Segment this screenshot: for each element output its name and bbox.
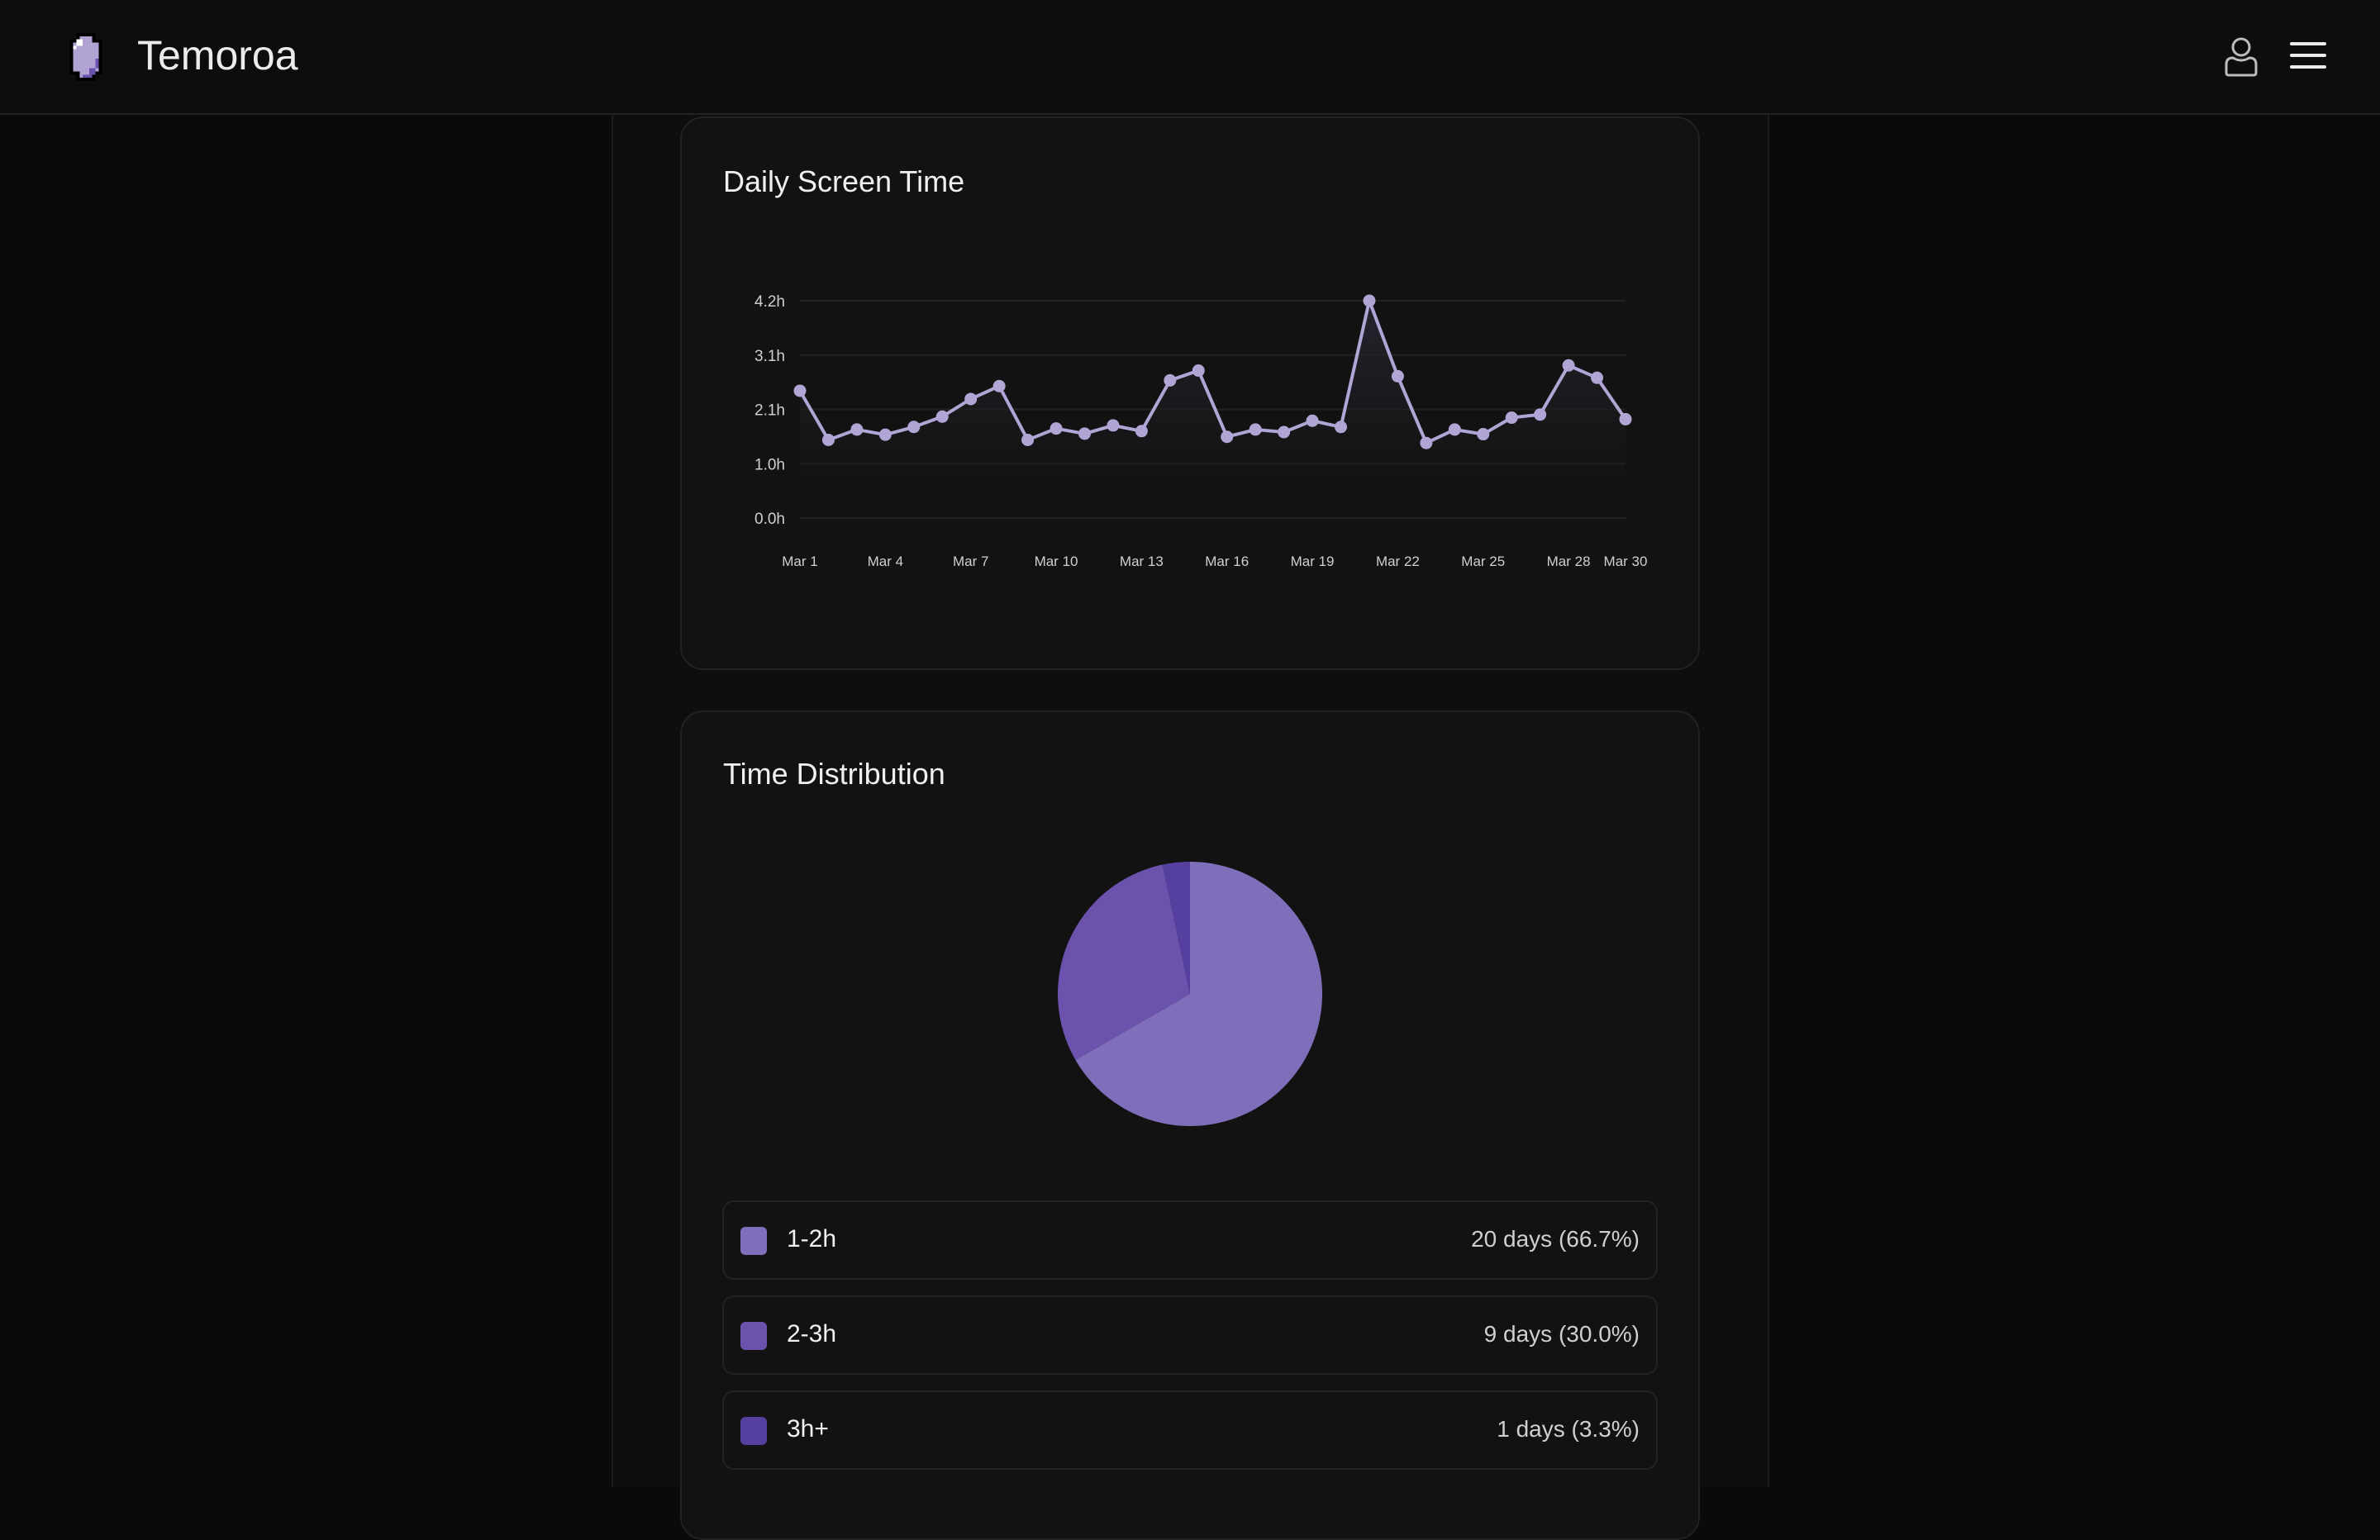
y-tick-label: 3.1h	[754, 348, 785, 365]
pie-slice	[1075, 862, 1322, 1126]
y-tick-label: 0.0h	[754, 511, 785, 528]
card-title: Daily Screen Time	[723, 164, 965, 198]
data-point	[1221, 430, 1234, 444]
data-point	[1363, 294, 1376, 307]
legend-value: 9 days (30.0%)	[1483, 1321, 1640, 1347]
hamburger-menu-icon[interactable]	[2289, 41, 2327, 71]
data-point	[878, 428, 892, 441]
x-tick-label: Mar 16	[1205, 554, 1249, 569]
data-point	[1278, 425, 1291, 439]
data-point	[850, 423, 864, 436]
data-point	[1420, 436, 1433, 449]
pie-slice	[1058, 864, 1190, 1060]
data-point	[1534, 408, 1547, 421]
data-point	[992, 379, 1006, 392]
x-tick-label: Mar 28	[1547, 554, 1591, 569]
y-tick-label: 2.1h	[754, 402, 785, 420]
legend-swatch	[740, 1322, 767, 1350]
y-tick-label: 1.0h	[754, 456, 785, 473]
x-tick-label: Mar 13	[1120, 554, 1164, 569]
legend-swatch	[740, 1227, 767, 1255]
x-tick-label: Mar 19	[1291, 554, 1335, 569]
data-point	[1619, 412, 1632, 425]
x-tick-label: Mar 22	[1376, 554, 1420, 569]
legend-label: 1-2h	[787, 1225, 837, 1252]
x-tick-label: Mar 30	[1604, 554, 1648, 569]
data-point	[907, 421, 921, 434]
data-point	[935, 410, 949, 423]
x-tick-label: Mar 4	[868, 554, 903, 569]
legend-value: 1 days (3.3%)	[1497, 1416, 1640, 1442]
legend-value: 20 days (66.7%)	[1471, 1226, 1640, 1252]
data-point	[1021, 433, 1035, 446]
user-icon[interactable]	[2223, 36, 2259, 78]
x-tick-label: Mar 7	[953, 554, 988, 569]
data-point	[1335, 421, 1348, 434]
y-tick-label: 4.2h	[754, 293, 785, 311]
data-point	[1078, 427, 1091, 440]
legend-label: 2-3h	[787, 1320, 837, 1348]
time-distribution-pie	[1058, 862, 1322, 1126]
data-point	[1391, 369, 1404, 383]
data-point	[1107, 419, 1120, 432]
top-header: Temoroa	[0, 0, 2380, 115]
data-point	[1192, 364, 1205, 378]
data-point	[1477, 428, 1490, 441]
data-point	[1505, 411, 1518, 425]
data-point	[1050, 422, 1063, 435]
daily-screen-time-chart: 0.0h 1.0h 2.1h 3.1h 4.2h Mar 1 Mar 4 Mar 7 Mar 1…	[754, 293, 1648, 569]
legend-swatch	[740, 1417, 767, 1445]
data-point	[1448, 423, 1461, 436]
data-point	[1249, 423, 1262, 436]
legend-item-1-2h[interactable]: 1-2h 20 days (66.7%)	[722, 1200, 1658, 1280]
data-point	[964, 392, 978, 406]
x-tick-label: Mar 1	[782, 554, 817, 569]
brand-name[interactable]: Temoroa	[137, 32, 298, 78]
area-fill	[800, 301, 1626, 518]
legend-label: 3h+	[787, 1415, 829, 1443]
data-point	[1135, 425, 1148, 438]
logo-gem-icon	[69, 33, 102, 81]
card-title: Time Distribution	[723, 757, 945, 791]
data-point	[821, 433, 835, 446]
x-tick-label: Mar 25	[1461, 554, 1505, 569]
legend-item-3h-plus[interactable]: 3h+ 1 days (3.3%)	[722, 1390, 1658, 1470]
data-point	[1164, 373, 1177, 387]
data-point	[1306, 414, 1319, 427]
legend-item-2-3h[interactable]: 2-3h 9 days (30.0%)	[722, 1295, 1658, 1375]
pie-slice	[1162, 862, 1190, 994]
data-point	[1591, 371, 1604, 384]
data-point	[793, 384, 807, 397]
x-tick-label: Mar 10	[1035, 554, 1078, 569]
data-point	[1562, 359, 1575, 372]
